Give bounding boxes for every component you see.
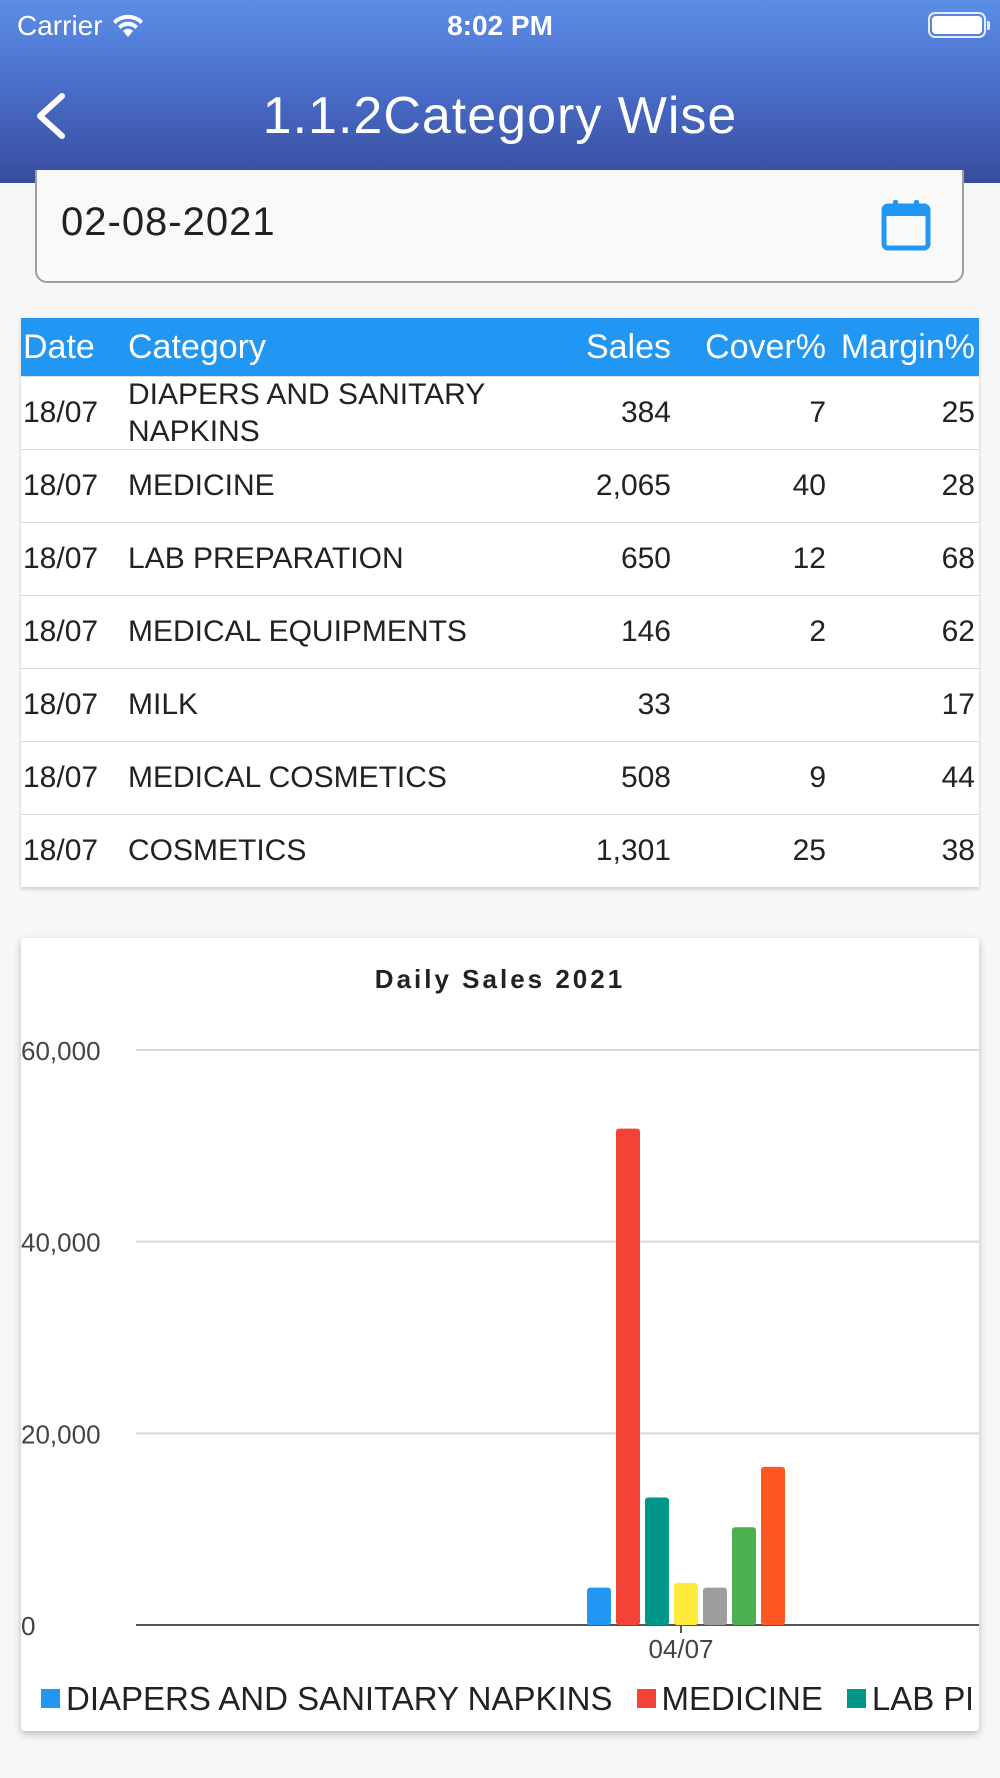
cell-margin: 25 (941, 396, 975, 429)
legend-swatch (41, 1689, 60, 1708)
cell-cover: 7 (809, 396, 826, 429)
legend-label: LAB PREPARATION (871, 1679, 971, 1717)
battery-icon (928, 12, 990, 38)
table-row[interactable]: 18/07 MEDICAL COSMETICS 508 9 44 (21, 741, 979, 814)
status-time: 8:02 PM (447, 10, 553, 41)
legend-item[interactable]: DIAPERS AND SANITARY NAPKINS (41, 1680, 613, 1718)
table-row[interactable]: 18/07 COSMETICS 1,301 25 38 (21, 814, 979, 887)
daily-sales-chart-card: Daily Sales 2021 0 20,000 40,000 60,000 04/0… (21, 938, 979, 1731)
category-sales-table: Date Category Sales Cover% Margin% 18/07… (21, 318, 979, 887)
cell-sales: 508 (620, 761, 671, 794)
x-tick-label: 04/07 (648, 1634, 713, 1664)
legend-swatch (846, 1689, 866, 1708)
cell-margin: 44 (941, 761, 975, 794)
bar (616, 1128, 640, 1625)
carrier-info: Carrier (17, 10, 145, 42)
cell-sales: 33 (637, 688, 671, 721)
date-picker-field[interactable]: 02-08-2021 (35, 170, 964, 283)
cell-margin: 38 (941, 834, 975, 867)
cell-date: 18/07 (23, 761, 99, 794)
date-value: 02-08-2021 (61, 200, 276, 244)
back-button[interactable] (32, 86, 82, 146)
cell-margin: 17 (941, 688, 975, 721)
bar (732, 1527, 756, 1625)
bar (761, 1466, 785, 1625)
y-tick-label: 20,000 (21, 1419, 101, 1449)
legend-label: MEDICINE (661, 1679, 823, 1717)
bar (587, 1587, 611, 1625)
cell-date: 18/07 (23, 834, 99, 867)
table-row[interactable]: 18/07 MILK 33 17 (21, 668, 979, 741)
cell-cover: 25 (792, 834, 826, 867)
chart-title: Daily Sales 2021 (374, 964, 626, 994)
cell-category: DIAPERS AND SANITARY NAPKINS (128, 377, 485, 449)
cell-sales: 384 (620, 396, 671, 429)
page-title: 1.1.2Category Wise (262, 87, 738, 145)
carrier-label: Carrier (17, 10, 103, 41)
cell-cover: 40 (792, 469, 826, 502)
cell-date: 18/07 (23, 542, 99, 575)
wifi-icon (112, 14, 143, 37)
y-tick-label: 0 (21, 1611, 35, 1641)
cell-sales: 1,301 (595, 834, 671, 867)
cell-sales: 2,065 (595, 469, 671, 502)
bar (674, 1582, 698, 1625)
cell-category: LAB PREPARATION (128, 542, 404, 576)
legend-item[interactable]: MEDICINE (636, 1679, 823, 1718)
table-row[interactable]: 18/07 MEDICINE 2,065 40 28 (21, 449, 979, 522)
chart-legend: DIAPERS AND SANITARY NAPKINS MEDICINE LAB … (41, 1678, 971, 1722)
bar-chart: 0 20,000 40,000 60,000 04/07 (21, 1036, 979, 1664)
y-tick-label: 40,000 (21, 1228, 101, 1258)
cell-date: 18/07 (23, 469, 99, 502)
cell-margin: 62 (941, 615, 975, 648)
table-row[interactable]: 18/07 LAB PREPARATION 650 12 68 (21, 522, 979, 595)
bar (703, 1587, 727, 1625)
table-header: Date Category Sales Cover% Margin% (21, 318, 979, 376)
chevron-left-icon (37, 93, 65, 139)
header-date[interactable]: Date (23, 327, 95, 366)
header-category[interactable]: Category (128, 327, 266, 366)
status-bar: Carrier 8:02 PM (0, 0, 1000, 50)
cell-date: 18/07 (23, 396, 99, 429)
cell-category: MEDICINE (128, 469, 275, 503)
cell-margin: 68 (941, 542, 975, 575)
cell-category: MEDICAL EQUIPMENTS (128, 615, 467, 649)
calendar-icon[interactable] (880, 198, 932, 252)
table-row[interactable]: 18/07 MEDICAL EQUIPMENTS 146 2 62 (21, 595, 979, 668)
bar (645, 1497, 669, 1625)
y-tick-label: 60,000 (21, 1036, 101, 1066)
cell-margin: 28 (941, 469, 975, 502)
table-row[interactable]: 18/07 DIAPERS AND SANITARY NAPKINS 384 7… (21, 376, 979, 449)
cell-date: 18/07 (23, 615, 99, 648)
legend-label: DIAPERS AND SANITARY NAPKINS (66, 1679, 613, 1717)
legend-swatch (636, 1689, 656, 1708)
cell-sales: 650 (620, 542, 671, 575)
cell-category: MEDICAL COSMETICS (128, 761, 447, 795)
app-bar: Carrier 8:02 PM 1.1.2Category Wise (0, 0, 1000, 183)
cell-cover: 2 (809, 615, 826, 648)
cell-sales: 146 (620, 615, 671, 648)
header-margin[interactable]: Margin% (840, 327, 975, 366)
legend-item[interactable]: LAB PREPARATION (846, 1679, 971, 1718)
cell-category: COSMETICS (128, 834, 307, 868)
header-cover[interactable]: Cover% (705, 327, 826, 366)
cell-cover: 12 (792, 542, 826, 575)
header-sales[interactable]: Sales (585, 327, 671, 366)
cell-category: MILK (128, 688, 199, 722)
cell-date: 18/07 (23, 688, 99, 721)
cell-cover: 9 (809, 761, 826, 794)
